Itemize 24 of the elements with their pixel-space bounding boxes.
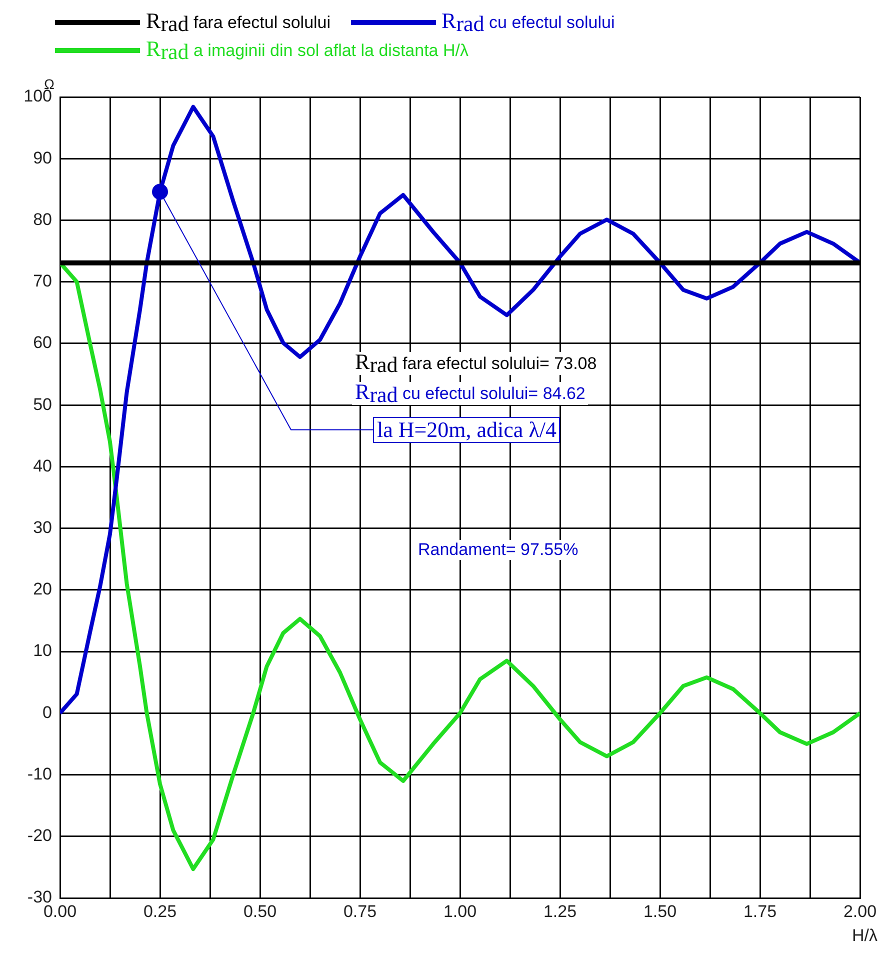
- y-tick-label: 40: [33, 456, 52, 476]
- y-tick-label: 90: [33, 148, 52, 168]
- y-tick-label: -10: [27, 764, 52, 784]
- x-tick-label: 1.25: [543, 902, 577, 921]
- y-tick-label: 10: [33, 641, 52, 660]
- x-tick-label: 2.00: [843, 902, 877, 921]
- x-tick-label: 1.00: [443, 902, 477, 921]
- y-tick-label: 60: [33, 333, 52, 352]
- x-tick-label: 0.75: [343, 902, 377, 921]
- annotation: la H=20m, adica λ/4: [373, 416, 560, 443]
- x-tick-label: 1.50: [643, 902, 677, 921]
- y-tick-label: 80: [33, 210, 52, 229]
- x-tick-label: 0.25: [143, 902, 177, 921]
- y-tick-label: 30: [33, 518, 52, 537]
- y-tick-label: 0: [42, 702, 52, 722]
- y-tick-label: 50: [33, 394, 52, 414]
- y-tick-label: -20: [27, 826, 52, 846]
- y-tick-label: 20: [33, 580, 52, 599]
- annotation: Randament= 97.55%: [415, 540, 582, 560]
- x-tick-label: 1.75: [743, 902, 777, 921]
- y-tick-label: 70: [33, 272, 52, 291]
- x-tick-label: 0.50: [243, 902, 277, 921]
- x-tick-label: 0.00: [43, 902, 77, 921]
- x-axis-title: H/λ: [852, 926, 878, 946]
